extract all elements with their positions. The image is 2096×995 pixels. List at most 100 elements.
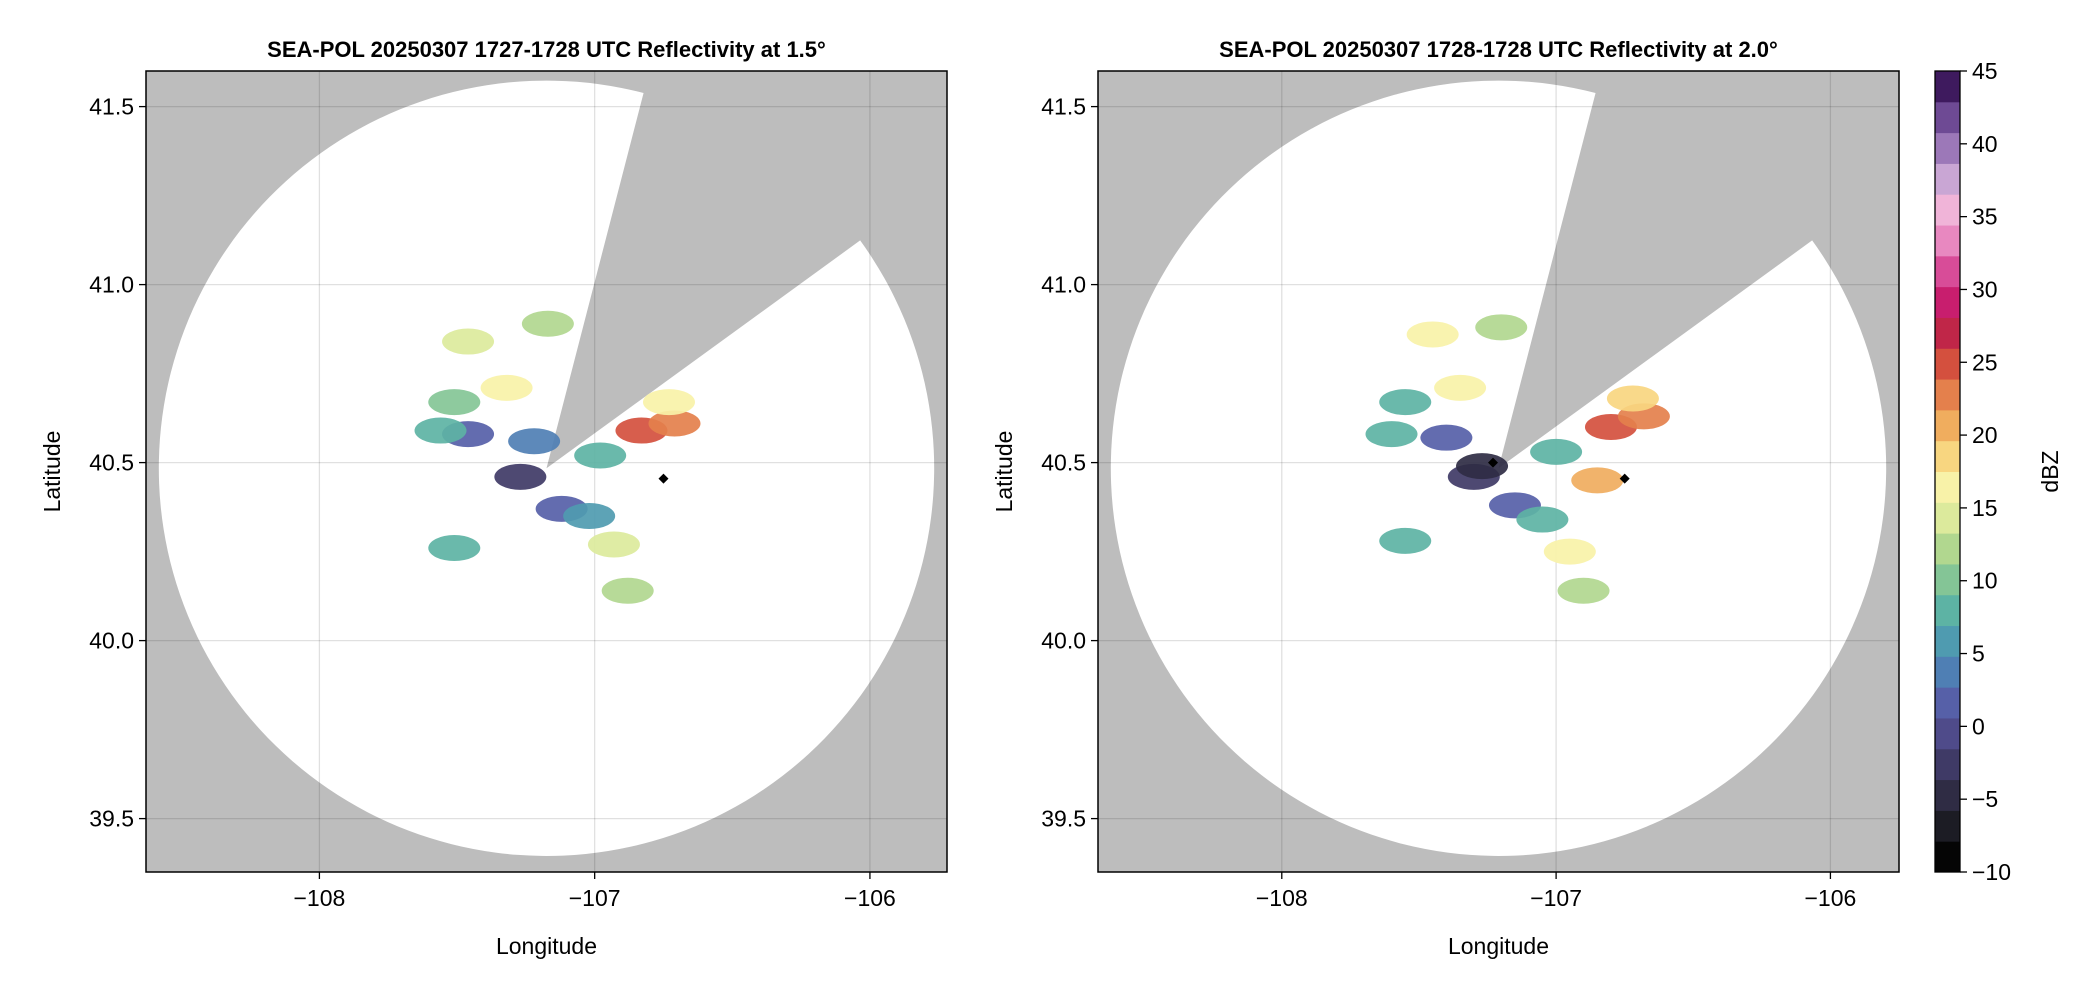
- y-axis-label: Latitude: [39, 431, 65, 513]
- echo: [642, 389, 695, 416]
- colorbar-band: [1935, 163, 1960, 195]
- colorbar-tick-label: 20: [1972, 422, 1998, 448]
- colorbar-tick-label: 40: [1972, 131, 1998, 157]
- echo: [428, 389, 481, 416]
- echo: [601, 577, 654, 604]
- echo: [1434, 374, 1487, 401]
- colorbar-tick-label: −10: [1972, 859, 2011, 885]
- colorbar-band: [1935, 471, 1960, 503]
- x-tick-label: −108: [1256, 885, 1308, 911]
- echo: [1530, 438, 1583, 465]
- echo: [1571, 467, 1624, 494]
- colorbar-band: [1935, 594, 1960, 627]
- colorbar-tick-label: 25: [1972, 349, 1998, 375]
- plot-area: [146, 71, 947, 872]
- y-tick-label: 40.0: [1041, 628, 1086, 654]
- y-tick-label: 41.0: [89, 272, 134, 298]
- y-axis-label: Latitude: [991, 431, 1017, 513]
- colorbar-band: [1935, 132, 1960, 164]
- y-tick-label: 41.0: [1041, 272, 1086, 298]
- echo: [508, 428, 561, 455]
- colorbar-band: [1935, 625, 1960, 657]
- y-tick-label: 39.5: [1041, 806, 1086, 832]
- echo: [1406, 321, 1459, 348]
- chart-title: SEA-POL 20250307 1728-1728 UTC Reflectiv…: [1219, 37, 1778, 62]
- colorbar-band: [1935, 409, 1960, 442]
- x-tick-label: −107: [569, 885, 621, 911]
- colorbar-band: [1935, 379, 1960, 411]
- echo: [1365, 421, 1418, 448]
- colorbar-tick-label: 30: [1972, 276, 1998, 302]
- colorbar-label: dBZ: [2037, 450, 2063, 492]
- echo: [442, 328, 495, 355]
- x-tick-label: −107: [1530, 885, 1582, 911]
- colorbar-band: [1935, 225, 1960, 257]
- colorbar-frame: [1934, 70, 1961, 873]
- colorbar-band: [1935, 841, 1960, 873]
- colorbar-band: [1935, 194, 1960, 226]
- echo: [587, 531, 640, 558]
- y-tick-label: 39.5: [89, 806, 134, 832]
- echo: [521, 310, 574, 337]
- plot-frame: [1097, 70, 1900, 873]
- x-tick-label: −106: [1805, 885, 1857, 911]
- echo: [414, 417, 467, 444]
- echo: [1456, 453, 1509, 480]
- colorbar-band: [1935, 101, 1960, 134]
- site-marker: [1488, 457, 1499, 468]
- echo: [563, 503, 616, 529]
- colorbar-band: [1935, 533, 1960, 565]
- plot-frame: [145, 70, 948, 873]
- x-axis-label: Longitude: [1448, 933, 1549, 959]
- colorbar-band: [1935, 563, 1960, 596]
- echo: [494, 463, 547, 490]
- x-tick-label: −108: [294, 885, 346, 911]
- y-tick-label: 40.5: [89, 450, 134, 476]
- echo: [648, 410, 701, 437]
- site-marker: [658, 473, 669, 484]
- echo: [1420, 424, 1473, 451]
- colorbar-band: [1935, 810, 1960, 842]
- echo: [428, 535, 481, 562]
- echo: [1543, 538, 1596, 565]
- colorbar-band: [1935, 779, 1960, 811]
- x-tick-label: −106: [844, 885, 896, 911]
- colorbar-band: [1935, 348, 1960, 380]
- colorbar-band: [1935, 748, 1960, 781]
- echo: [1475, 314, 1528, 341]
- echo: [1606, 385, 1659, 412]
- y-tick-label: 41.5: [89, 94, 134, 120]
- colorbar-tick-label: −5: [1972, 786, 1998, 812]
- colorbar-band: [1935, 502, 1960, 534]
- chart-title: SEA-POL 20250307 1727-1728 UTC Reflectiv…: [267, 37, 826, 62]
- echo: [480, 374, 533, 401]
- colorbar-band: [1935, 687, 1960, 719]
- echo: [1557, 577, 1610, 604]
- colorbar-tick-label: 45: [1972, 58, 1998, 84]
- colorbar-tick-label: 0: [1972, 713, 1985, 739]
- colorbar-band: [1935, 440, 1960, 472]
- y-tick-label: 40.5: [1041, 450, 1086, 476]
- colorbar-band: [1935, 317, 1960, 349]
- colorbar-band: [1935, 717, 1960, 750]
- y-tick-label: 40.0: [89, 628, 134, 654]
- colorbar-band: [1935, 71, 1960, 103]
- echo: [1379, 527, 1432, 554]
- site-marker: [1619, 473, 1630, 484]
- x-axis-label: Longitude: [496, 933, 597, 959]
- colorbar-tick-label: 5: [1972, 641, 1985, 667]
- echo: [574, 442, 627, 469]
- y-tick-label: 41.5: [1041, 94, 1086, 120]
- echo: [1379, 389, 1432, 416]
- colorbar-band: [1935, 656, 1960, 688]
- colorbar-tick-label: 35: [1972, 204, 1998, 230]
- colorbar-band: [1935, 255, 1960, 288]
- echo: [1516, 506, 1569, 533]
- colorbar-tick-label: 10: [1972, 568, 1998, 594]
- plot-area: [1098, 71, 1899, 872]
- radar-coverage: [158, 80, 935, 856]
- colorbar-band: [1935, 286, 1960, 318]
- colorbar-tick-label: 15: [1972, 495, 1998, 521]
